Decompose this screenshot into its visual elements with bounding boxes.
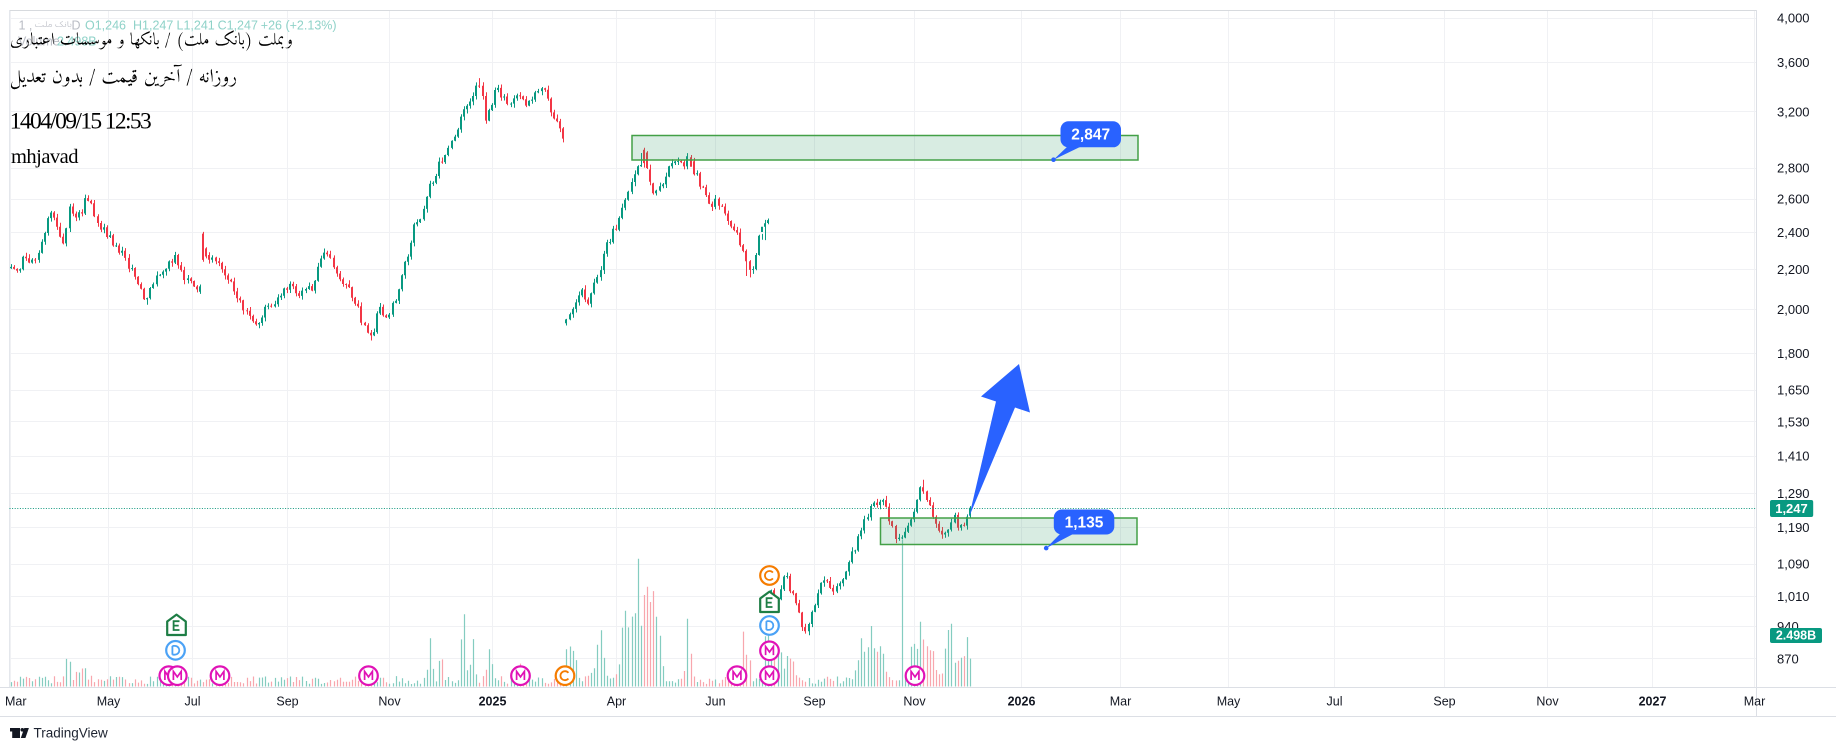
svg-text:H1,247: H1,247 <box>133 18 173 32</box>
svg-text:mhjavad: mhjavad <box>11 146 79 168</box>
svg-text:870: 870 <box>1777 651 1799 666</box>
svg-text:Jul: Jul <box>185 695 201 709</box>
svg-text:Nov: Nov <box>903 695 926 709</box>
svg-text:2.498B: 2.498B <box>57 35 97 49</box>
svg-text:3,600: 3,600 <box>1777 55 1810 70</box>
svg-text:Jun: Jun <box>705 695 725 709</box>
svg-text:2,847: 2,847 <box>1071 127 1110 144</box>
svg-text:Mar: Mar <box>1744 695 1766 709</box>
svg-text:+26 (+2.13%): +26 (+2.13%) <box>261 18 337 32</box>
svg-text:2027: 2027 <box>1639 695 1667 709</box>
svg-text:L1,241: L1,241 <box>177 18 215 32</box>
svg-text:D: D <box>72 18 81 32</box>
svg-text:Nov: Nov <box>378 695 401 709</box>
svg-text:2,800: 2,800 <box>1777 161 1810 176</box>
svg-text:1,190: 1,190 <box>1777 520 1810 535</box>
svg-text:1,290: 1,290 <box>1777 486 1810 501</box>
svg-text:2,000: 2,000 <box>1777 302 1810 317</box>
svg-text:1 ,: 1 , <box>19 18 33 32</box>
svg-text:Sep: Sep <box>1433 695 1455 709</box>
svg-text:TradingView: TradingView <box>34 726 109 741</box>
svg-text:1,247: 1,247 <box>1775 501 1808 516</box>
svg-text:Sep: Sep <box>276 695 298 709</box>
svg-text:Sep: Sep <box>803 695 825 709</box>
svg-text:1,530: 1,530 <box>1777 414 1810 429</box>
svg-text:3,200: 3,200 <box>1777 104 1810 119</box>
svg-text:2,600: 2,600 <box>1777 192 1810 207</box>
svg-text:1,410: 1,410 <box>1777 449 1810 464</box>
svg-text:2026: 2026 <box>1008 695 1036 709</box>
svg-text:Nov: Nov <box>1536 695 1559 709</box>
svg-text:1,135: 1,135 <box>1065 514 1104 531</box>
svg-text:2.498B: 2.498B <box>1776 629 1816 643</box>
svg-text:1404/09/15 12:53: 1404/09/15 12:53 <box>10 108 152 134</box>
svg-text:2,200: 2,200 <box>1777 262 1810 277</box>
svg-text:Apr: Apr <box>607 695 626 709</box>
svg-text:4,000: 4,000 <box>1777 11 1810 26</box>
svg-text:2025: 2025 <box>479 695 507 709</box>
svg-text:Jul: Jul <box>1327 695 1343 709</box>
svg-text:1,090: 1,090 <box>1777 557 1810 572</box>
svg-text:Mar: Mar <box>1110 695 1132 709</box>
svg-text:C1,247: C1,247 <box>218 18 258 32</box>
svg-text:1,010: 1,010 <box>1777 589 1810 604</box>
svg-text:May: May <box>1217 695 1241 709</box>
svg-text:May: May <box>97 695 121 709</box>
svg-text:1,800: 1,800 <box>1777 346 1810 361</box>
svg-text:O1,246: O1,246 <box>85 18 126 32</box>
svg-text:2,400: 2,400 <box>1777 225 1810 240</box>
svg-text:Mar: Mar <box>5 695 27 709</box>
svg-text:1,650: 1,650 <box>1777 383 1810 398</box>
